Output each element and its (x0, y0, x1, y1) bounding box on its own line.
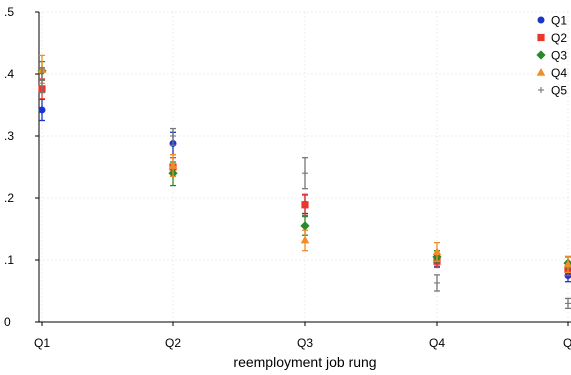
series-q5 (39, 67, 571, 310)
data-point (432, 247, 442, 256)
legend-marker (537, 33, 545, 42)
y-tick-label: .1 (4, 253, 14, 267)
data-layer (37, 54, 571, 310)
x-tick-label: Q4 (429, 336, 445, 350)
x-tick-label: Q1 (34, 336, 50, 350)
y-tick-label: .3 (4, 129, 14, 143)
data-point (39, 77, 45, 84)
x-axis-title: reemployment job rung (233, 354, 376, 370)
legend: Q1 Q2 Q3 Q4 Q5 (536, 14, 567, 98)
legend-marker (536, 68, 546, 76)
data-point (302, 170, 308, 177)
legend-marker (537, 16, 545, 24)
data-point (38, 106, 46, 114)
data-point (434, 279, 440, 286)
legend-label: Q3 (551, 49, 567, 63)
grid-layer (39, 11, 571, 322)
data-point (565, 300, 571, 307)
y-tick-label: .2 (4, 191, 14, 205)
y-tick-label: .5 (4, 5, 14, 19)
x-tick-label: Q2 (165, 336, 181, 350)
series-q4 (37, 54, 571, 274)
x-tick-label: Q3 (297, 336, 313, 350)
data-point (563, 259, 571, 268)
data-point (170, 133, 176, 139)
legend-label: Q5 (551, 84, 567, 98)
x-tick-label: Q (563, 336, 571, 350)
legend-label: Q4 (551, 66, 567, 80)
y-tick-label: 0 (4, 315, 11, 329)
legend-label: Q1 (551, 14, 567, 28)
data-point (300, 221, 310, 231)
legend-marker (536, 50, 546, 60)
data-point (300, 235, 310, 244)
legend-marker (538, 87, 544, 93)
data-point (168, 161, 178, 169)
y-tick-label: .4 (4, 67, 14, 81)
tick-layer: 0 .1 .2 .3 .4 .5 Q1 Q2 Q3 Q4 Q (4, 5, 571, 350)
series-q1 (38, 98, 571, 283)
data-point (301, 201, 309, 209)
legend-label: Q2 (551, 31, 567, 45)
